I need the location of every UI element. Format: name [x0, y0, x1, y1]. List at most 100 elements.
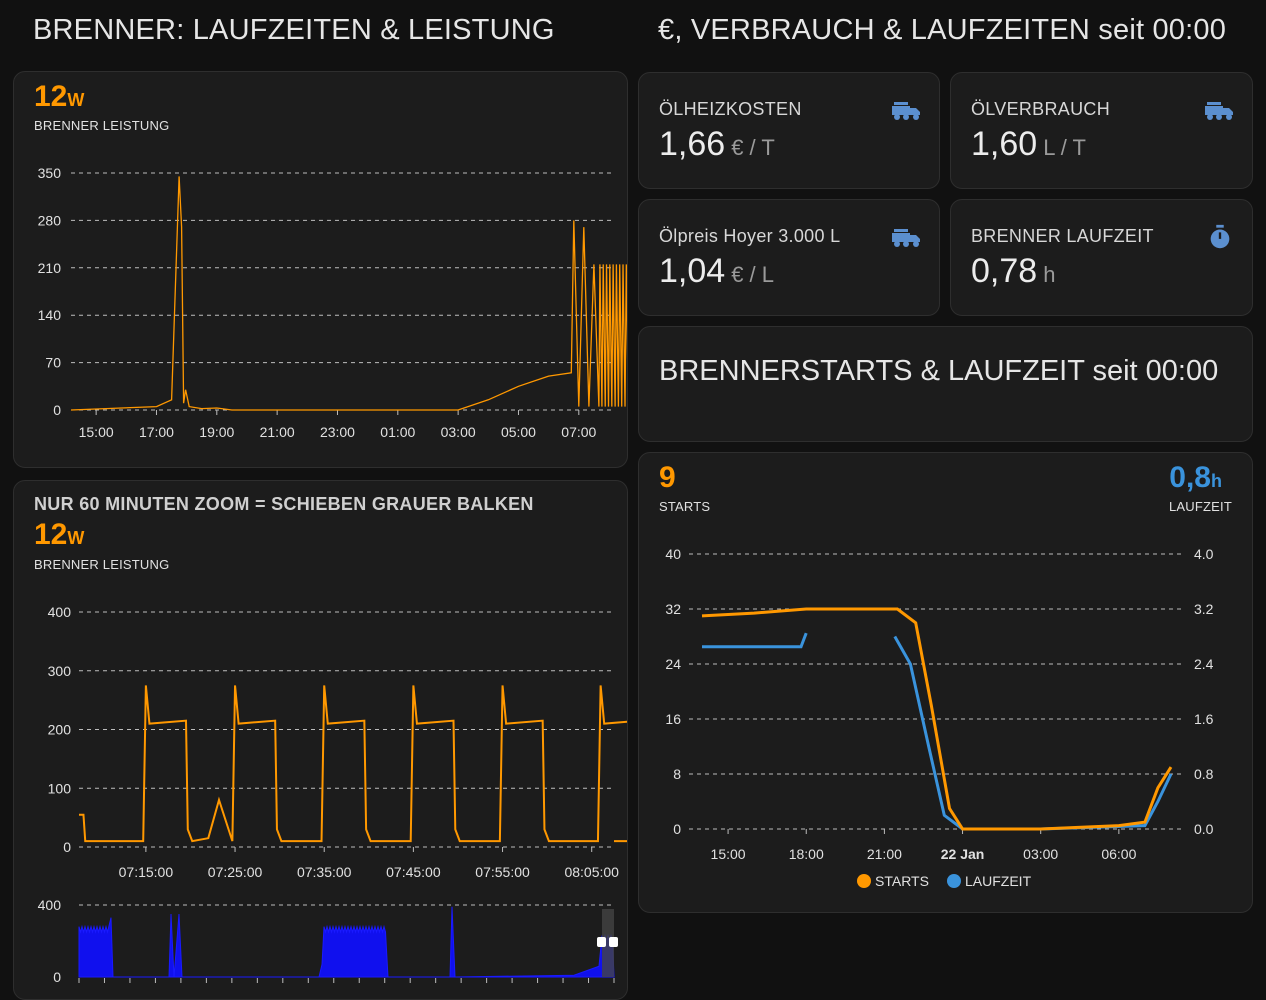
x-tick-label: 15:00	[79, 424, 114, 440]
zoom-power-unit: W	[67, 528, 85, 548]
tile-oil-price[interactable]: Ölpreis Hoyer 3.000 L 1,04 € / L	[638, 199, 940, 316]
tile-oil-consumption-number: 1,60	[971, 125, 1038, 163]
tile-heating-cost-name: ÖLHEIZKOSTEN	[659, 99, 802, 119]
zoom-power-number: 12	[34, 518, 68, 551]
tile-oil-consumption-value: 1,60 L / T	[971, 125, 1086, 164]
power-value: 12W	[34, 80, 84, 114]
runtime-number: 0,8	[1169, 461, 1211, 494]
navigator-brush-handle-right	[609, 937, 618, 947]
starts-runtime-chart[interactable]: 0 0.0 8 0.8 16 1.6 24 2.4 32 3.2 40 4.0 15:00 18:00 2…	[639, 453, 1253, 913]
x-tick-label: 18:00	[789, 846, 824, 862]
y-tick-label: 0	[63, 839, 71, 855]
power-zoom-card[interactable]: NUR 60 MINUTEN ZOOM = SCHIEBEN GRAUER BA…	[13, 480, 628, 1000]
zoom-heading: NUR 60 MINUTEN ZOOM = SCHIEBEN GRAUER BA…	[34, 494, 534, 514]
navigator-y-tick-label: 400	[38, 897, 62, 913]
y-left-tick-label: 0	[673, 821, 681, 837]
y-right-tick-label: 3.2	[1194, 601, 1214, 617]
y-tick-label: 200	[48, 722, 72, 738]
y-tick-label: 350	[38, 165, 62, 181]
y-left-tick-label: 32	[665, 601, 681, 617]
x-tick-label: 03:00	[1023, 846, 1058, 862]
power-number: 12	[34, 80, 68, 113]
y-tick-label: 0	[53, 402, 61, 418]
section-title-burner: BRENNER: LAUFZEITEN & LEISTUNG	[33, 14, 555, 46]
y-tick-label: 140	[38, 307, 62, 323]
x-tick-label: 05:00	[501, 424, 536, 440]
tile-burner-runtime-name: BRENNER LAUFZEIT	[971, 226, 1154, 246]
legend-starts-marker	[857, 874, 871, 888]
tile-burner-runtime-unit: h	[1043, 262, 1056, 287]
y-tick-label: 300	[48, 663, 72, 679]
y-right-tick-label: 1.6	[1194, 711, 1214, 727]
x-tick-label: 07:35:00	[297, 864, 352, 880]
tile-burner-runtime-value: 0,78 h	[971, 252, 1055, 291]
navigator-area	[78, 906, 615, 978]
starts-title-card: BRENNERSTARTS & LAUFZEIT seit 00:00	[638, 326, 1253, 442]
power-zoom-line	[79, 685, 627, 843]
x-tick-label: 22 Jan	[941, 846, 985, 862]
tile-oil-consumption-unit: L / T	[1043, 135, 1086, 160]
starts-series-line	[701, 607, 1173, 831]
power-label: BRENNER LEISTUNG	[34, 118, 170, 133]
power-24h-chart[interactable]: 0 70 140 210 280 350 15:00 17:00 19:00 21:00 23:0…	[14, 72, 628, 468]
x-tick-label: 07:00	[561, 424, 596, 440]
x-tick-label: 03:00	[441, 424, 476, 440]
y-left-tick-label: 8	[673, 766, 681, 782]
y-tick-label: 400	[48, 604, 72, 620]
x-tick-label: 17:00	[139, 424, 174, 440]
tile-oil-price-number: 1,04	[659, 252, 726, 290]
timer-icon	[1210, 224, 1230, 249]
navigator-y-tick-label: 0	[53, 969, 61, 985]
tile-oil-consumption-name: ÖLVERBRAUCH	[971, 99, 1110, 119]
y-tick-label: 70	[45, 355, 61, 371]
y-left-tick-label: 24	[665, 656, 681, 672]
x-tick-label: 07:45:00	[386, 864, 441, 880]
tile-heating-cost-number: 1,66	[659, 125, 726, 163]
zoom-power-value: 12W	[34, 518, 84, 552]
x-tick-label: 01:00	[380, 424, 415, 440]
power-zoom-chart[interactable]: 0 100 200 300 400 07:15:00 07:25:00 07:35:00 07…	[14, 481, 628, 1000]
starts-section-title: BRENNERSTARTS & LAUFZEIT seit 00:00	[659, 355, 1219, 387]
tile-heating-cost[interactable]: ÖLHEIZKOSTEN 1,66 € / T	[638, 72, 940, 189]
runtime-value: 0,8h	[1169, 461, 1222, 495]
navigator-brush	[602, 909, 614, 977]
y-tick-label: 280	[38, 212, 62, 228]
tile-oil-price-name: Ölpreis Hoyer 3.000 L	[659, 226, 841, 246]
tile-burner-runtime[interactable]: BRENNER LAUFZEIT 0,78 h	[950, 199, 1253, 316]
burner-power-card[interactable]: 12W BRENNER LEISTUNG 0 70 140 210 280 350 15:…	[13, 71, 628, 468]
x-tick-label: 08:05:00	[564, 864, 619, 880]
x-tick-label: 07:25:00	[208, 864, 263, 880]
runtime-label: LAUFZEIT	[1169, 499, 1232, 514]
navigator-brush-handle-left	[597, 937, 606, 947]
x-tick-label: 15:00	[711, 846, 746, 862]
x-tick-label: 07:15:00	[119, 864, 174, 880]
x-tick-label: 19:00	[199, 424, 234, 440]
x-tick-label: 23:00	[320, 424, 355, 440]
y-left-tick-label: 16	[665, 711, 681, 727]
y-tick-label: 100	[48, 780, 72, 796]
zoom-power-label: BRENNER LEISTUNG	[34, 557, 170, 572]
starts-value: 9	[659, 461, 676, 494]
tanker-truck-icon	[892, 102, 920, 120]
tile-oil-consumption[interactable]: ÖLVERBRAUCH 1,60 L / T	[950, 72, 1253, 189]
y-right-tick-label: 0.0	[1194, 821, 1214, 837]
y-right-tick-label: 4.0	[1194, 546, 1214, 562]
x-tick-label: 21:00	[867, 846, 902, 862]
starts-label: STARTS	[659, 499, 711, 514]
tile-heating-cost-value: 1,66 € / T	[659, 125, 775, 164]
starts-runtime-card[interactable]: 9 STARTS 0,8h LAUFZEIT 0 0.0 8 0.8 16 1.6 24 2.…	[638, 452, 1253, 913]
tanker-truck-icon	[1205, 102, 1233, 120]
section-title-consumption: €, VERBRAUCH & LAUFZEITEN seit 00:00	[658, 14, 1227, 46]
tile-burner-runtime-number: 0,78	[971, 252, 1038, 290]
y-left-tick-label: 40	[665, 546, 681, 562]
y-right-tick-label: 2.4	[1194, 656, 1214, 672]
x-tick-label: 07:55:00	[475, 864, 530, 880]
power-unit: W	[67, 90, 85, 110]
x-tick-label: 21:00	[260, 424, 295, 440]
y-tick-label: 210	[38, 260, 62, 276]
power-24h-line	[70, 176, 627, 411]
tile-oil-price-value: 1,04 € / L	[659, 252, 774, 291]
runtime-unit: h	[1211, 471, 1222, 491]
legend-starts-label: STARTS	[875, 873, 929, 889]
tile-heating-cost-unit: € / T	[731, 135, 775, 160]
